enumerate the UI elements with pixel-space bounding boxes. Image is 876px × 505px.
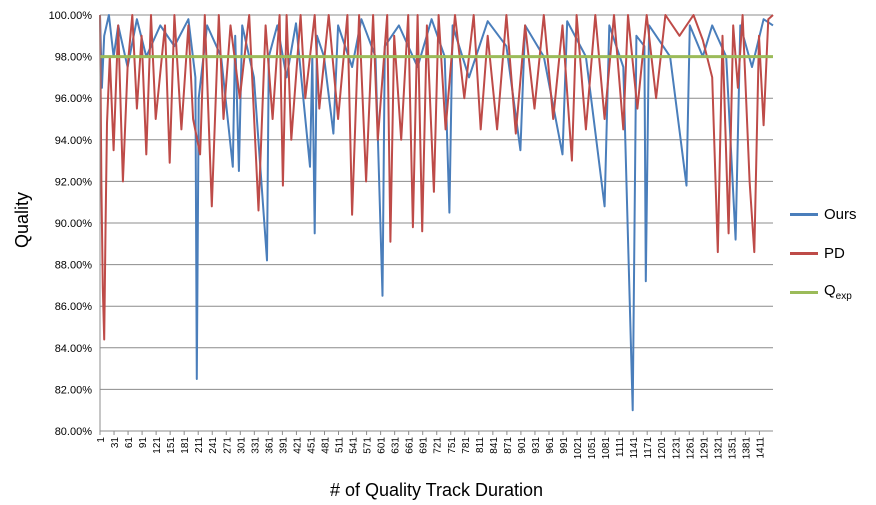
x-tick-label: 601 (377, 437, 388, 454)
x-tick-label: 541 (349, 437, 360, 454)
x-tick-label: 421 (292, 437, 303, 454)
x-tick-label: 841 (489, 437, 500, 454)
x-tick-label: 571 (363, 437, 374, 454)
x-tick-label: 991 (559, 437, 570, 454)
x-tick-label: 1171 (643, 437, 654, 459)
y-tick-label: 80.00% (55, 426, 93, 438)
x-tick-label: 631 (391, 437, 402, 454)
legend-label-ours: Ours (824, 205, 857, 223)
x-tick-label: 391 (278, 437, 289, 454)
x-tick-label: 451 (306, 437, 317, 454)
y-tick-label: 82.00% (55, 384, 93, 396)
x-tick-label: 1111 (615, 437, 626, 457)
legend-label-pd: PD (824, 244, 845, 262)
y-tick-label: 88.00% (55, 260, 93, 272)
y-tick-label: 98.00% (55, 52, 93, 64)
y-axis-title: Quality (12, 191, 32, 249)
x-tick-label: 91 (138, 437, 149, 449)
legend-item-qexp: Qexp (790, 282, 852, 302)
x-tick-label: 1351 (727, 437, 738, 460)
x-tick-label: 31 (110, 437, 121, 449)
x-tick-label: 511 (335, 437, 346, 453)
y-tick-label: 96.00% (55, 93, 93, 105)
x-tick-label: 241 (208, 437, 219, 454)
x-tick-label: 121 (152, 437, 163, 454)
x-tick-label: 181 (180, 437, 191, 454)
x-tick-label: 871 (503, 437, 514, 454)
x-tick-label: 1381 (741, 437, 752, 460)
x-tick-label: 1321 (713, 437, 724, 460)
x-tick-label: 721 (433, 437, 444, 454)
legend-item-ours: Ours (790, 204, 857, 224)
x-tick-label: 1291 (699, 437, 710, 460)
x-tick-label: 1051 (587, 437, 598, 460)
y-tick-label: 90.00% (55, 218, 93, 230)
x-tick-label: 691 (419, 437, 430, 454)
x-tick-label: 151 (166, 437, 177, 454)
x-tick-label: 301 (236, 437, 247, 454)
x-tick-label: 1411 (755, 437, 766, 459)
series-lines (99, 14, 774, 412)
x-tick-label: 331 (250, 437, 261, 454)
x-tick-labels: 1 31 61 91 121 151 181 211 241 271 301 331 361 391 421… (96, 431, 766, 459)
x-tick-label: 361 (264, 437, 275, 454)
x-tick-label: 1081 (601, 437, 612, 460)
y-tick-label: 86.00% (55, 301, 93, 313)
legend-label-qexp: Qexp (824, 282, 852, 302)
x-tick-label: 211 (194, 437, 205, 453)
y-tick-label: 100.00% (49, 10, 93, 22)
x-tick-label: 1231 (671, 437, 682, 460)
x-axis-title: # of Quality Track Duration (329, 480, 544, 500)
y-tick-label: 84.00% (55, 343, 93, 355)
y-tick-label: 94.00% (55, 135, 93, 147)
axes (99, 15, 773, 432)
series-line-pd (99, 14, 774, 341)
x-tick-label: 781 (461, 437, 472, 454)
y-tick-label: 92.00% (55, 176, 93, 188)
x-tick-label: 751 (447, 437, 458, 454)
x-tick-label: 61 (124, 437, 135, 449)
x-tick-label: 1 (96, 437, 107, 443)
legend-item-pd: PD (790, 243, 845, 263)
x-tick-label: 961 (545, 437, 556, 454)
legend-swatch-pd (790, 251, 818, 255)
x-tick-label: 271 (222, 437, 233, 454)
x-tick-label: 1021 (573, 437, 584, 460)
x-tick-label: 931 (531, 437, 542, 454)
x-tick-label: 1141 (629, 437, 640, 459)
x-tick-label: 1201 (657, 437, 668, 460)
legend-swatch-qexp (790, 290, 818, 294)
x-tick-label: 661 (405, 437, 416, 454)
y-tick-labels: 80.00% 82.00% 84.00% 86.00% 88.00% 90.00% 92.0… (49, 10, 93, 438)
x-tick-label: 901 (517, 437, 528, 454)
x-tick-label: 811 (475, 437, 486, 453)
x-tick-label: 1261 (685, 437, 696, 460)
legend-swatch-ours (790, 212, 818, 216)
x-tick-label: 481 (320, 437, 331, 454)
